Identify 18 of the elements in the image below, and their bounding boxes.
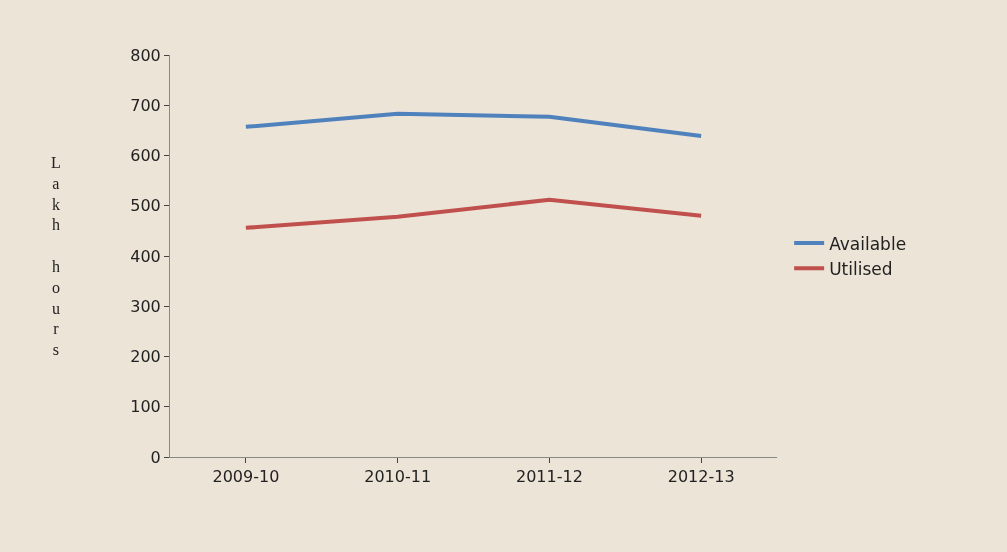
line-series [243, 111, 704, 138]
y-tick-label: 100 [130, 397, 161, 417]
legend-label: Available [829, 233, 907, 254]
text: Lakh hours [51, 154, 61, 359]
y-tick-label: 300 [130, 296, 161, 316]
y-tick-label: 500 [130, 196, 161, 216]
y-tick-label: 800 [130, 45, 161, 65]
y-tick-label: 700 [130, 95, 161, 115]
x-tick-label: 2010-11 [364, 467, 432, 487]
y-tick-label: 600 [130, 146, 161, 166]
y-tick-label: 200 [130, 347, 161, 367]
x-tick-label: 2012-13 [667, 467, 735, 487]
x-tick-label: 2009-10 [212, 467, 280, 487]
y-tick-label: 400 [130, 246, 161, 266]
x-tick-label: 2011-12 [515, 467, 583, 487]
legend-label: Utilised [829, 258, 893, 279]
line-series [243, 197, 704, 230]
y-tick-label: 0 [150, 447, 161, 467]
